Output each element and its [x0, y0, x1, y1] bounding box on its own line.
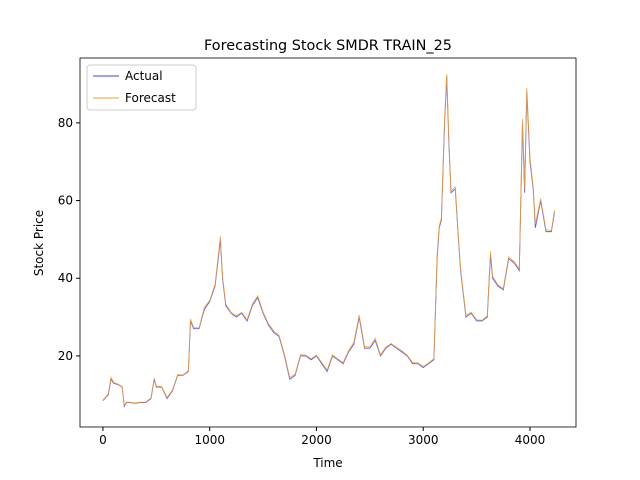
x-tick-label: 4000	[515, 433, 546, 447]
x-tick-label: 1000	[194, 433, 225, 447]
y-tick-label: 60	[58, 194, 73, 208]
legend-label: Forecast	[125, 91, 176, 105]
y-tick-label: 20	[58, 349, 73, 363]
y-tick-label: 80	[58, 116, 73, 130]
x-axis-label: Time	[312, 456, 342, 470]
x-tick-label: 3000	[408, 433, 439, 447]
y-axis-label: Stock Price	[32, 210, 46, 276]
plot-frame	[79, 57, 577, 428]
x-tick-label: 2000	[301, 433, 332, 447]
series-line	[102, 74, 555, 407]
chart-title: Forecasting Stock SMDR TRAIN_25	[204, 38, 452, 54]
y-tick-label: 40	[58, 271, 73, 285]
legend-label: Actual	[125, 69, 163, 83]
x-tick-label: 0	[99, 433, 107, 447]
